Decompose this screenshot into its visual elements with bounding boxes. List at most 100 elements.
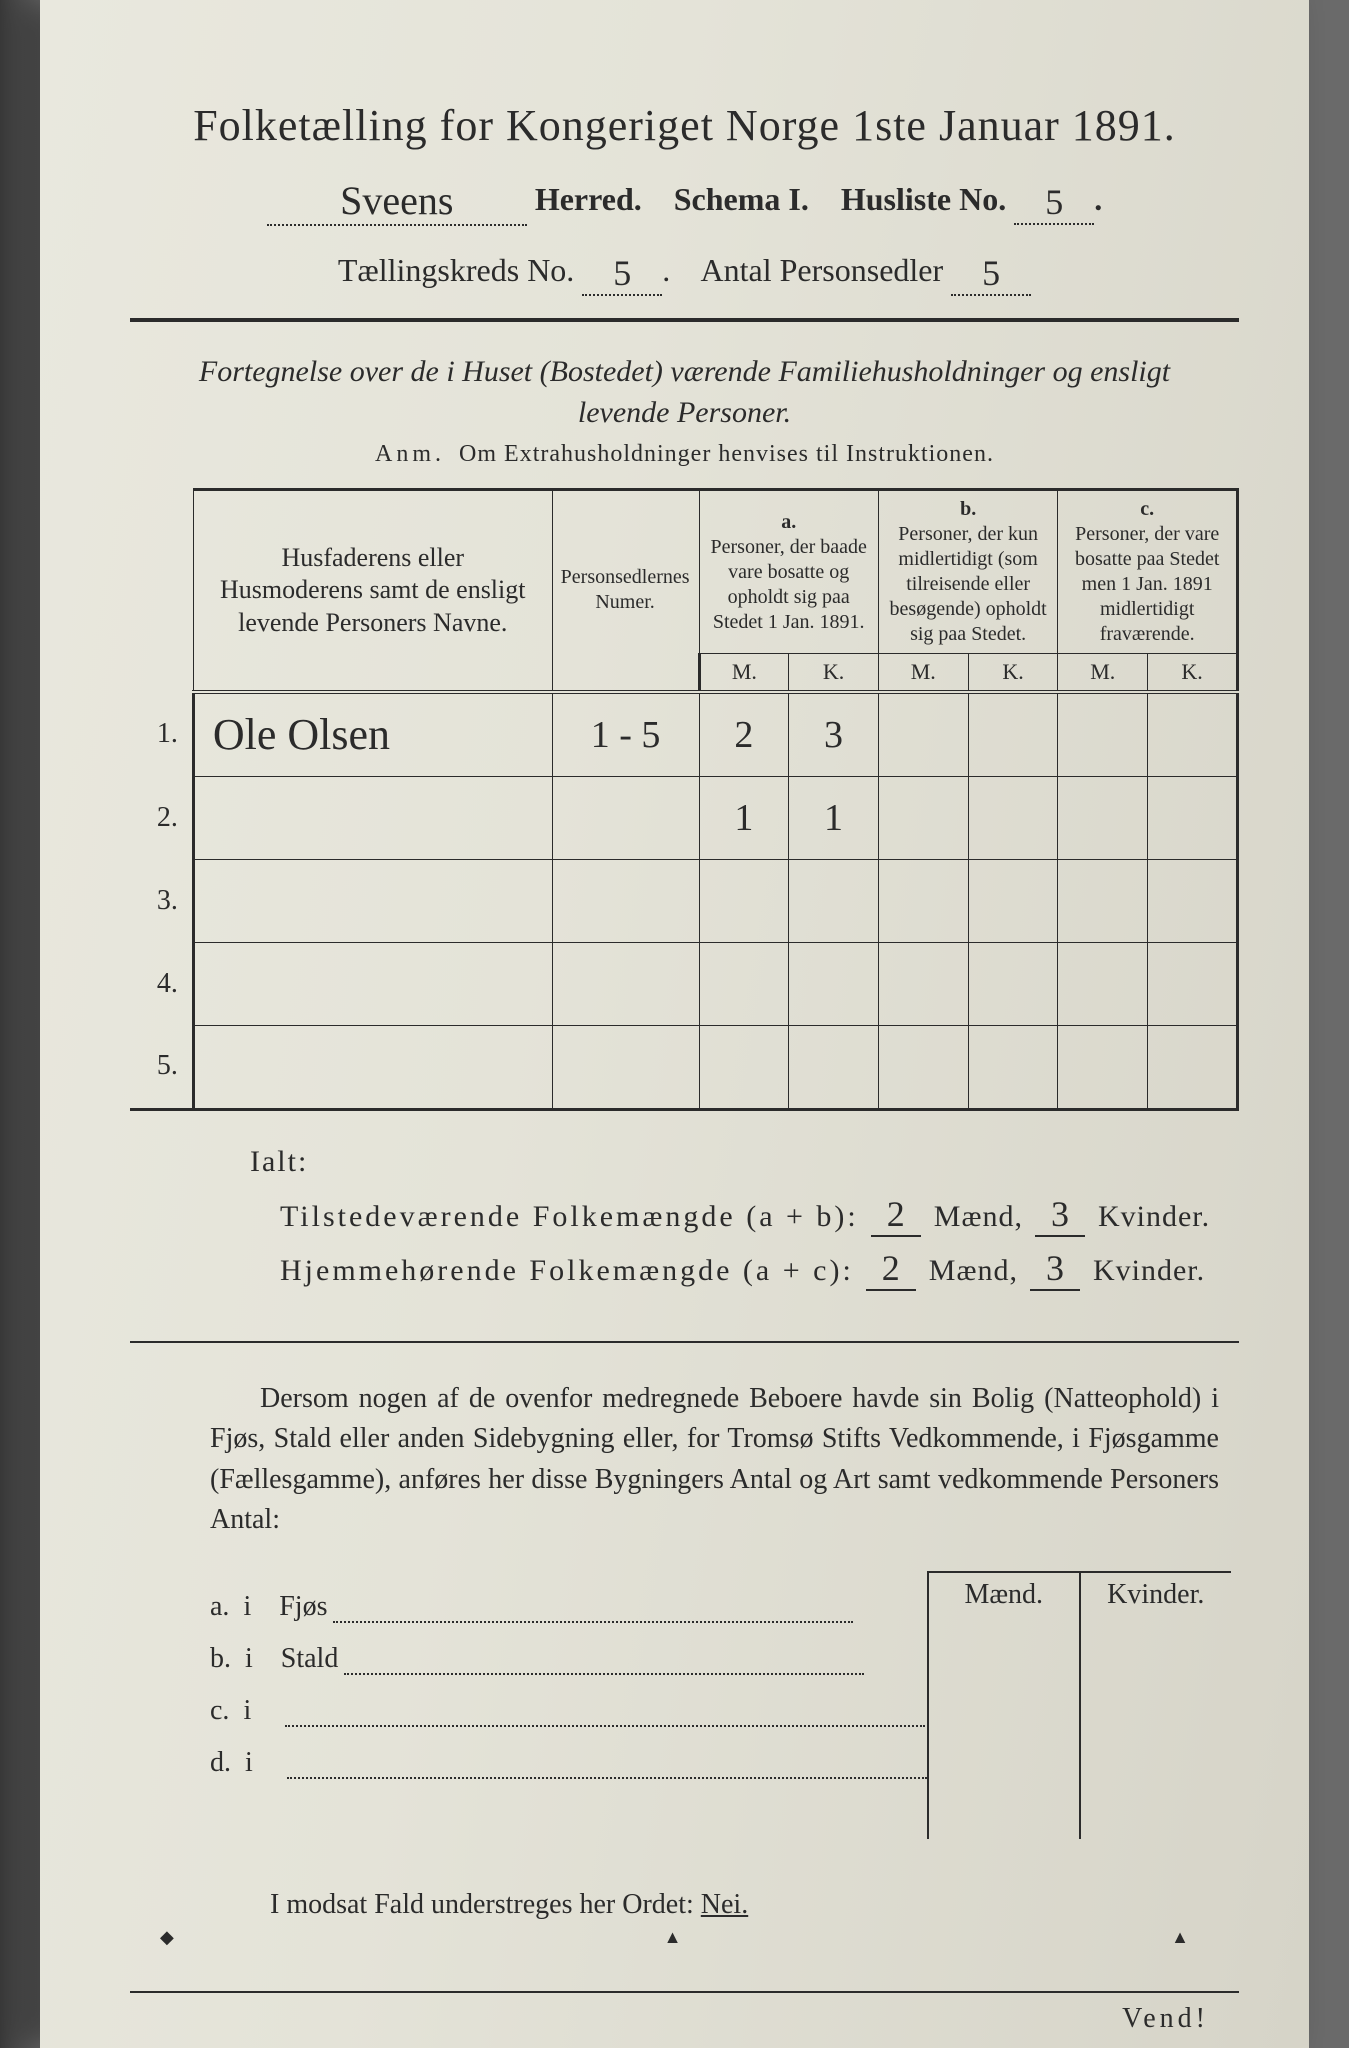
row-name: Ole Olsen (193, 692, 552, 777)
cell-b-m (878, 692, 968, 777)
cell-b-k (968, 776, 1058, 859)
dersom-paragraph: Dersom nogen af de ovenfor medregnede Be… (210, 1379, 1219, 1541)
col-c-k: K. (1148, 654, 1238, 692)
col-kvinder: Kvinder. (1079, 1571, 1231, 1839)
cell-a-k (789, 942, 879, 1025)
col-a-k: K. (789, 654, 879, 692)
cell-c-m (1058, 859, 1148, 942)
row-key: c. (210, 1695, 229, 1726)
page-title: Folketælling for Kongeriget Norge 1ste J… (130, 100, 1239, 151)
row-label: Fjøs (279, 1591, 327, 1622)
row-i: i (245, 1747, 253, 1778)
row-name (193, 1025, 552, 1109)
building-row: c. i (210, 1695, 927, 1727)
row-numer (552, 942, 699, 1025)
cell-c-k (1148, 776, 1238, 859)
col-b-k: K. (968, 654, 1058, 692)
col-b-m: M. (878, 654, 968, 692)
cell-a-m: 2 (699, 692, 789, 777)
cell-c-k (1148, 942, 1238, 1025)
antal-field: 5 (951, 252, 1031, 296)
col-c-m: M. (1058, 654, 1148, 692)
vend-label: Vend! (130, 2003, 1239, 2035)
cell-b-k (968, 1025, 1058, 1109)
row-key: a. (210, 1591, 229, 1622)
row-i: i (243, 1695, 251, 1726)
table-row: 1.Ole Olsen1 - 523 (130, 692, 1238, 777)
cell-c-k (1148, 1025, 1238, 1109)
col-a: a. Personer, der baade vare bosatte og o… (699, 490, 878, 654)
ialt-ab-k: 3 (1035, 1193, 1085, 1237)
ialt-heading: Ialt: (250, 1145, 1239, 1179)
cell-b-k (968, 692, 1058, 777)
row-numer (552, 859, 699, 942)
row-number: 4. (130, 942, 193, 1025)
herred-label: Herred. (535, 181, 642, 217)
building-row: d. i (210, 1747, 927, 1779)
punch-dots: ◆▲▲ (160, 1927, 1189, 1948)
cell-a-k (789, 859, 879, 942)
ialt-ac-k: 3 (1030, 1247, 1080, 1291)
table-row: 5. (130, 1025, 1238, 1109)
husliste-no-field: 5 (1014, 181, 1094, 225)
cell-b-m (878, 1025, 968, 1109)
kreds-no-field: 5 (582, 252, 662, 296)
cell-c-k (1148, 859, 1238, 942)
schema-label: Schema I. (674, 181, 809, 217)
table-row: 3. (130, 859, 1238, 942)
row-numer: 1 - 5 (552, 692, 699, 777)
kreds-label: Tællingskreds No. (338, 252, 574, 288)
row-i: i (245, 1643, 253, 1674)
ialt-line-2: Hjemmehørende Folkemængde (a + c): 2 Mæn… (280, 1247, 1239, 1291)
cell-c-m (1058, 1025, 1148, 1109)
ialt-line-1: Tilstedeværende Folkemængde (a + b): 2 M… (280, 1193, 1239, 1237)
building-row: b. i Stald (210, 1643, 927, 1675)
row-number: 5. (130, 1025, 193, 1109)
row-name (193, 776, 552, 859)
nei-word: Nei. (701, 1889, 748, 1920)
divider (130, 318, 1239, 322)
husliste-label: Husliste No. (841, 181, 1006, 217)
cell-b-k (968, 942, 1058, 1025)
col-b: b. Personer, der kun midlertidigt (som t… (878, 490, 1058, 654)
dotted-line (344, 1673, 864, 1675)
cell-b-m (878, 942, 968, 1025)
ialt-section: Ialt: Tilstedeværende Folkemængde (a + b… (250, 1145, 1239, 1291)
row-number: 2. (130, 776, 193, 859)
row-number: 3. (130, 859, 193, 942)
cell-c-m (1058, 942, 1148, 1025)
cell-a-m (699, 942, 789, 1025)
col-names: Husfaderens eller Husmoderens samt de en… (193, 490, 552, 692)
table-row: 4. (130, 942, 1238, 1025)
cell-c-m (1058, 776, 1148, 859)
header-line-3: Tællingskreds No. 5. Antal Personsedler … (130, 248, 1239, 292)
cell-a-m (699, 859, 789, 942)
cell-b-m (878, 776, 968, 859)
form-description: Fortegnelse over de i Huset (Bostedet) v… (160, 352, 1209, 433)
cell-b-m (878, 859, 968, 942)
divider (130, 1341, 1239, 1343)
cell-b-k (968, 859, 1058, 942)
cell-a-k: 3 (789, 692, 879, 777)
cell-c-m (1058, 692, 1148, 777)
building-row: a. i Fjøs (210, 1591, 927, 1623)
header-line-2: Sveens Herred. Schema I. Husliste No. 5. (130, 173, 1239, 222)
col-maend: Mænd. (929, 1571, 1079, 1839)
anm-text: Om Extrahusholdninger henvises til Instr… (459, 441, 994, 467)
census-form-page: Folketælling for Kongeriget Norge 1ste J… (40, 0, 1309, 2048)
row-name (193, 859, 552, 942)
building-section: a. i Fjøsb. i Staldc. i d. i Mænd. Kvind… (210, 1571, 1219, 1839)
row-number: 1. (130, 692, 193, 777)
household-table: Husfaderens eller Husmoderens samt de en… (130, 488, 1239, 1111)
dotted-line (333, 1621, 853, 1623)
row-numer (552, 776, 699, 859)
modsat-line: I modsat Fald understreges her Ordet: Ne… (270, 1889, 1239, 1921)
cell-a-m (699, 1025, 789, 1109)
row-key: d. (210, 1747, 231, 1778)
cell-a-k (789, 1025, 879, 1109)
col-c: c. Personer, der vare bosatte paa Stedet… (1058, 490, 1238, 654)
dotted-line (285, 1725, 925, 1727)
dotted-line (287, 1777, 927, 1779)
row-name (193, 942, 552, 1025)
anm-note: Anm. Om Extrahusholdninger henvises til … (130, 441, 1239, 468)
